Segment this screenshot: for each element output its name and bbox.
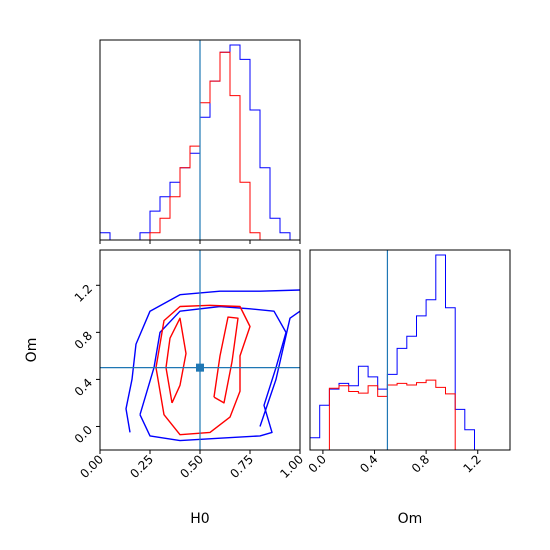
tick-group-Om-hist: 0.0 0.4 0.8 1.2 (306, 450, 484, 476)
x-tick-label: 0.75 (227, 452, 256, 481)
contour-line-blue (259, 310, 301, 427)
histogram-series-group (309, 254, 475, 451)
x-tick-label: 0.8 (409, 452, 432, 475)
x-tick-label: 0.4 (357, 452, 380, 475)
contour-line-red (165, 317, 187, 404)
x-tick-label: 0.50 (177, 452, 206, 481)
histogram-panel-Om: 0.0 0.4 0.8 1.2 (306, 249, 511, 476)
y-tick-label: 0.0 (72, 423, 95, 446)
contour-panel-H0-Om: 0.00 0.25 0.50 0.75 1.00 0.0 0.4 0.8 1.2 (72, 249, 306, 481)
truth-marker (196, 363, 204, 372)
x-axis-label-Om: Om (398, 511, 423, 527)
histogram-series-red (310, 379, 475, 451)
x-tick-label: 1.2 (460, 452, 483, 475)
x-tick-label: 1.00 (277, 452, 306, 481)
y-tick-label: 0.4 (72, 376, 95, 399)
histogram-panel-H0 (99, 39, 301, 244)
contour-series-group (125, 289, 301, 442)
contour-line-red (213, 316, 239, 404)
y-tick-label: 0.8 (72, 329, 95, 352)
contour-line-blue (139, 305, 287, 442)
y-axis-label-Om: Om (24, 338, 40, 363)
tick-group-H0-hist (99, 240, 301, 244)
x-tick-label: 0.25 (127, 452, 156, 481)
x-tick-label: 0.00 (77, 452, 106, 481)
histogram-series-blue (309, 254, 475, 450)
contour-line-red (155, 304, 251, 436)
panel-frame (309, 249, 511, 451)
y-tick-label: 1.2 (72, 282, 95, 305)
contour-line-blue (125, 289, 301, 433)
x-tick-label: 0.0 (306, 452, 329, 475)
x-axis-label-H0: H0 (190, 511, 209, 527)
